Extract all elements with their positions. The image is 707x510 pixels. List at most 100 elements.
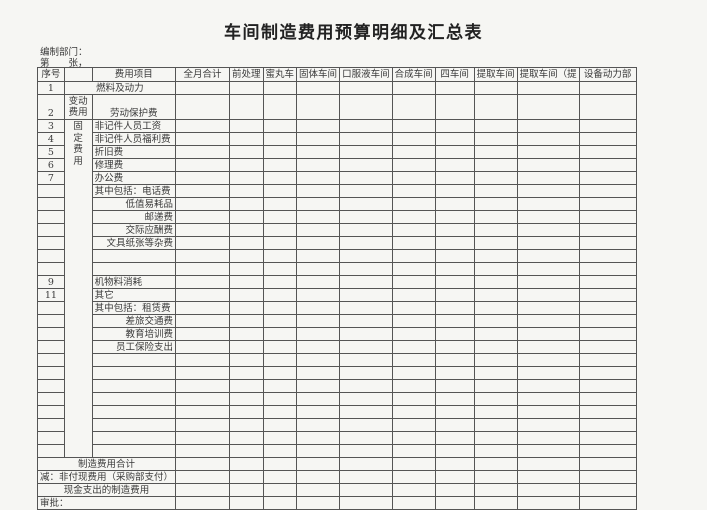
data-cell: [473, 483, 518, 497]
data-cell: [434, 223, 475, 237]
data-cell: [296, 236, 341, 250]
table-row: 教育培训费: [37, 327, 637, 341]
data-cell: [296, 405, 341, 419]
data-cell: [229, 119, 264, 133]
table-row: 9 机物料消耗: [37, 275, 637, 289]
data-cell: [296, 301, 341, 315]
table-row: 其中包括：租赁费: [37, 301, 637, 315]
data-cell: [473, 158, 518, 172]
data-cell: [391, 184, 436, 198]
data-cell: [473, 496, 518, 510]
data-cell: [434, 197, 475, 211]
item-cell: 差旅交通费: [91, 314, 177, 328]
data-cell: [175, 119, 231, 133]
data-cell: [296, 94, 341, 120]
data-cell: [229, 392, 264, 406]
fixed-group-cell: 固定费用: [63, 119, 93, 458]
table-row: [37, 379, 637, 393]
data-cell: [229, 210, 264, 224]
data-cell: [262, 288, 298, 302]
item-cell: [91, 379, 177, 393]
col-header: 序号: [37, 67, 65, 82]
data-cell: [516, 132, 580, 146]
data-cell: [262, 94, 298, 120]
seq-cell: 2: [37, 94, 65, 120]
variable-group-cell: 变动费用: [63, 94, 93, 120]
seq-cell: [37, 262, 65, 276]
data-cell: [175, 262, 231, 276]
data-cell: [473, 379, 518, 393]
data-cell: [434, 327, 475, 341]
header-row: 序号 费用项目 全月合计 前处理 蜜丸车 固体车间 口服液车间 合成车间 四车间 提取车间 提取车间…: [37, 67, 637, 82]
data-cell: [229, 418, 264, 432]
data-cell: [296, 288, 341, 302]
data-cell: [516, 171, 580, 185]
item-cell: 教育培训费: [91, 327, 177, 341]
data-cell: [578, 158, 637, 172]
data-cell: [262, 184, 298, 198]
seq-cell: 7: [37, 171, 65, 185]
data-cell: [391, 405, 436, 419]
seq-cell: 5: [37, 145, 65, 159]
data-cell: [473, 392, 518, 406]
data-cell: [473, 119, 518, 133]
data-cell: [434, 418, 475, 432]
data-cell: [262, 353, 298, 367]
data-cell: [473, 314, 518, 328]
data-cell: [578, 366, 637, 380]
summary-label-cell: 减：非付现费用（采购部支付）: [36, 470, 177, 484]
data-cell: [391, 81, 436, 95]
data-cell: [175, 340, 231, 354]
table-row: 审批：: [36, 496, 637, 510]
seq-cell: [37, 431, 65, 445]
data-cell: [296, 81, 341, 95]
table-row: [37, 444, 637, 458]
data-cell: [434, 444, 475, 458]
data-cell: [434, 483, 475, 497]
data-cell: [473, 94, 518, 120]
item-cell: 其中包括：电话费: [91, 184, 177, 198]
data-cell: [473, 301, 518, 315]
data-cell: [339, 405, 393, 419]
summary-label-cell: 制造费用合计: [36, 457, 177, 471]
col-header: 口服液车间: [339, 67, 393, 82]
data-cell: [296, 223, 341, 237]
item-cell: 非记件人员福利费: [91, 132, 177, 146]
data-cell: [296, 171, 341, 185]
data-cell: [578, 81, 637, 95]
data-cell: [516, 418, 580, 432]
data-cell: [339, 158, 393, 172]
data-cell: [578, 444, 637, 458]
data-cell: [262, 470, 298, 484]
item-cell: 低值易耗品: [91, 197, 177, 211]
data-cell: [229, 301, 264, 315]
data-cell: [229, 405, 264, 419]
data-cell: [516, 340, 580, 354]
data-cell: [262, 405, 298, 419]
data-cell: [339, 262, 393, 276]
data-cell: [296, 392, 341, 406]
data-cell: [339, 81, 393, 95]
data-cell: [229, 145, 264, 159]
data-cell: [262, 223, 298, 237]
data-cell: [339, 145, 393, 159]
data-cell: [434, 236, 475, 250]
data-cell: [229, 223, 264, 237]
data-cell: [175, 288, 231, 302]
data-cell: [391, 197, 436, 211]
seq-cell: [37, 249, 65, 263]
data-cell: [473, 431, 518, 445]
data-cell: [578, 496, 637, 510]
data-cell: [339, 457, 393, 471]
data-cell: [473, 132, 518, 146]
data-cell: [175, 405, 231, 419]
data-cell: [391, 418, 436, 432]
data-cell: [339, 301, 393, 315]
data-cell: [175, 223, 231, 237]
data-cell: [262, 327, 298, 341]
data-cell: [229, 314, 264, 328]
data-cell: [339, 340, 393, 354]
data-cell: [516, 483, 580, 497]
data-cell: [262, 483, 298, 497]
data-cell: [296, 418, 341, 432]
